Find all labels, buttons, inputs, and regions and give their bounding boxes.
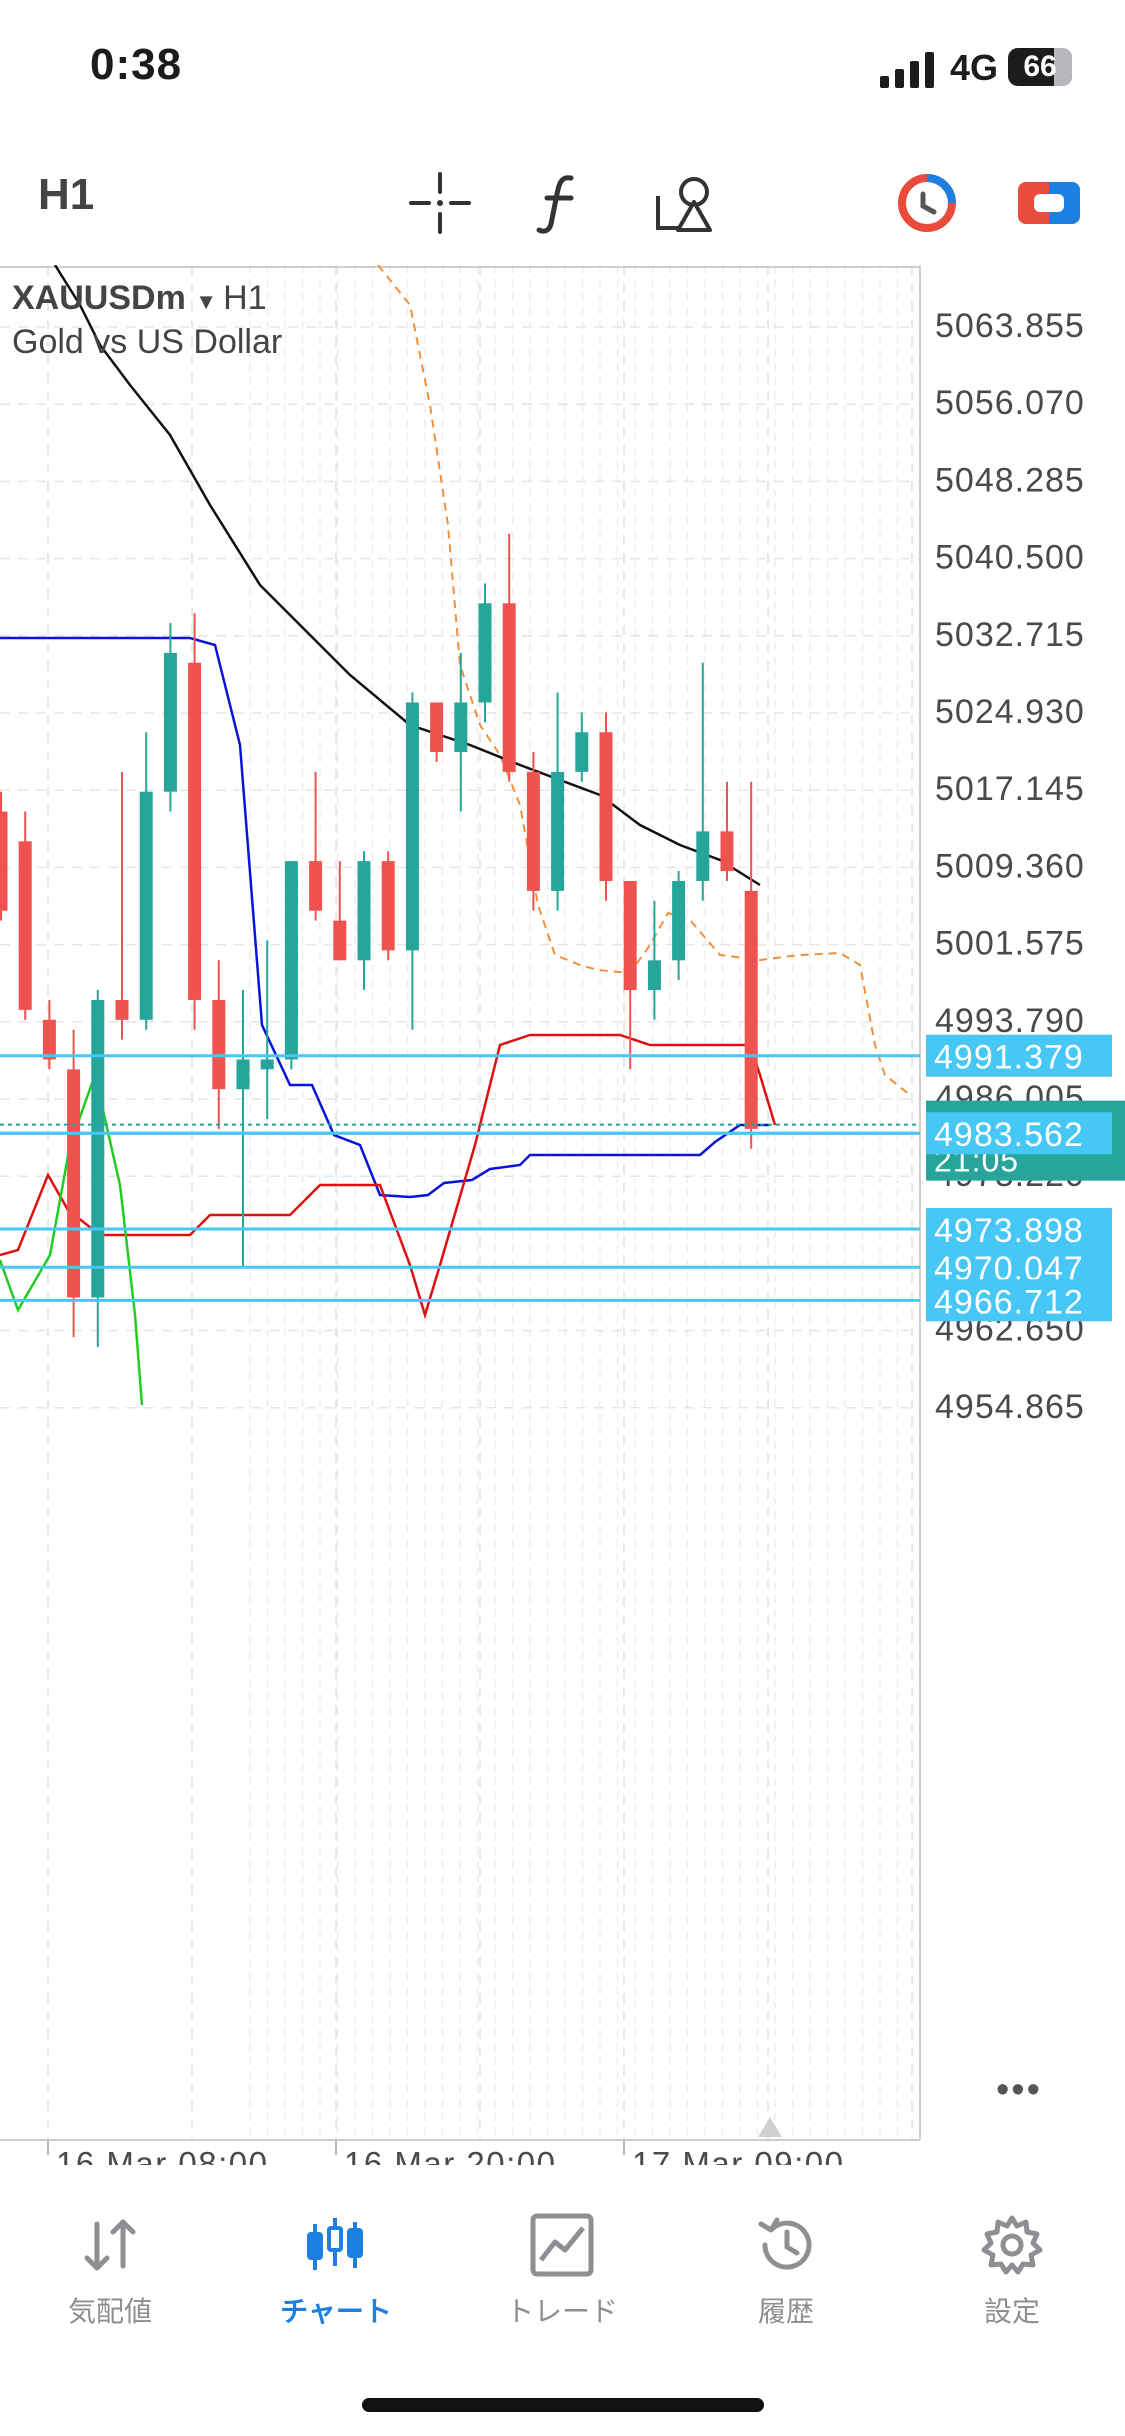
bearish-candle [0,811,8,911]
battery-icon: 66 [1008,48,1072,86]
trade-icon [530,2213,594,2277]
price-axis-label: 5040.500 [935,539,1085,577]
moving-average-black [53,264,761,887]
price-chart[interactable]: 5063.855 5056.070 5048.285 5040.500 5032.715… [0,264,1125,2182]
bearish-candle [744,890,758,1129]
tab-label: 気配値 [67,2296,152,2327]
tab-label: トレード [505,2296,618,2327]
crosshair-icon[interactable] [405,168,475,238]
time-axis-label: 17 Mar 09:00 [632,2145,844,2165]
bullish-candle [696,831,710,881]
bullish-candle [91,999,105,1298]
bearish-candle [502,603,516,772]
battery-level: 66 [1023,50,1057,83]
price-level-value: 4966.712 [934,1283,1084,1321]
bullish-candle [647,960,661,991]
price-axis-label: 5001.575 [935,925,1085,963]
price-axis-label: 4954.865 [935,1388,1085,1426]
status-time: 0:38 [90,40,183,89]
bearish-candle [67,1069,81,1298]
tab-history[interactable]: 履歴 [696,2210,876,2330]
chart-symbol-description: Gold vs US Dollar [12,323,282,361]
tab-chart[interactable]: チャート [246,2210,426,2330]
time-axis-label: 16 Mar 08:00 [56,2145,268,2165]
price-axis-label: 5056.070 [935,384,1085,422]
bullish-candle [575,732,589,772]
bearish-candle [526,771,540,891]
trade-panel-icon[interactable] [1014,168,1084,238]
envelope-line [377,264,911,1096]
bearish-candle [333,920,347,961]
bearish-candle [381,861,395,951]
bullish-candle [551,771,565,891]
price-level-tag[interactable] [926,1034,1112,1077]
chart-end-marker [758,2117,782,2137]
price-axis-label: 5024.930 [935,693,1085,731]
bearish-candle [309,861,323,911]
price-axis-label: 4993.790 [935,1002,1085,1040]
timeframe-button[interactable]: H1 [38,170,95,219]
bullish-candle [357,861,371,961]
time-axis-label: 16 Mar 20:00 [344,2145,556,2165]
objects-icon[interactable] [650,168,720,238]
bullish-candle [163,652,177,792]
settings-icon [981,2215,1043,2275]
more-options-button: ••• [996,2069,1042,2111]
bullish-candle [260,1059,274,1070]
price-axis-label: 5063.855 [935,307,1085,345]
bearish-candle [212,999,226,1090]
bullish-candle [139,791,153,1020]
chart-symbol-header: XAUUSDm ▼ H1 [12,279,267,317]
bullish-candle [405,702,419,951]
bearish-candle [18,841,32,1010]
price-level-tag[interactable] [926,1112,1112,1155]
indicator-function-icon[interactable] [527,168,597,238]
price-axis-label: 5009.360 [935,847,1085,885]
bearish-candle [188,662,202,1000]
moving-average-red [0,1033,777,1320]
tab-trade[interactable]: トレード [472,2210,652,2330]
price-axis-label: 5048.285 [935,461,1085,499]
price-level-tag[interactable] [926,1208,1112,1251]
price-level-value: 4983.562 [934,1116,1084,1154]
tab-label: 履歴 [757,2296,814,2327]
one-click-trading-icon[interactable] [892,168,962,238]
bullish-candle [672,880,686,961]
bearish-candle [42,1019,56,1060]
price-axis-label: 5017.145 [935,770,1085,808]
bullish-candle [478,603,492,703]
home-indicator [362,2398,764,2412]
history-icon [758,2217,812,2270]
bullish-candle [284,861,298,1060]
tab-label: 設定 [983,2296,1040,2327]
bearish-candle [115,999,129,1020]
chart-icon [307,2218,363,2270]
bearish-candle [623,880,637,991]
tab-settings[interactable]: 設定 [922,2210,1102,2330]
quotes-icon [84,2219,136,2271]
price-axis-label: 5032.715 [935,616,1085,654]
tab-label: チャート [280,2296,392,2327]
signal-strength-icon [880,52,934,88]
price-level-value: 4991.379 [934,1039,1084,1077]
bullish-candle [454,702,468,753]
moving-average-blue [0,636,770,1199]
price-level-tag[interactable] [926,1279,1112,1322]
bearish-candle [430,702,444,753]
chart-canvas[interactable]: 5063.855 5056.070 5048.285 5040.500 5032.715… [0,264,1125,2182]
network-type: 4G [950,47,999,88]
price-level-value: 4973.898 [934,1212,1084,1250]
bullish-candle [236,1059,250,1090]
status-bar: 0:38 4G 66 [0,0,1125,140]
bearish-candle [599,732,613,881]
tab-quotes[interactable]: 気配値 [20,2210,200,2330]
bearish-candle [720,831,734,872]
